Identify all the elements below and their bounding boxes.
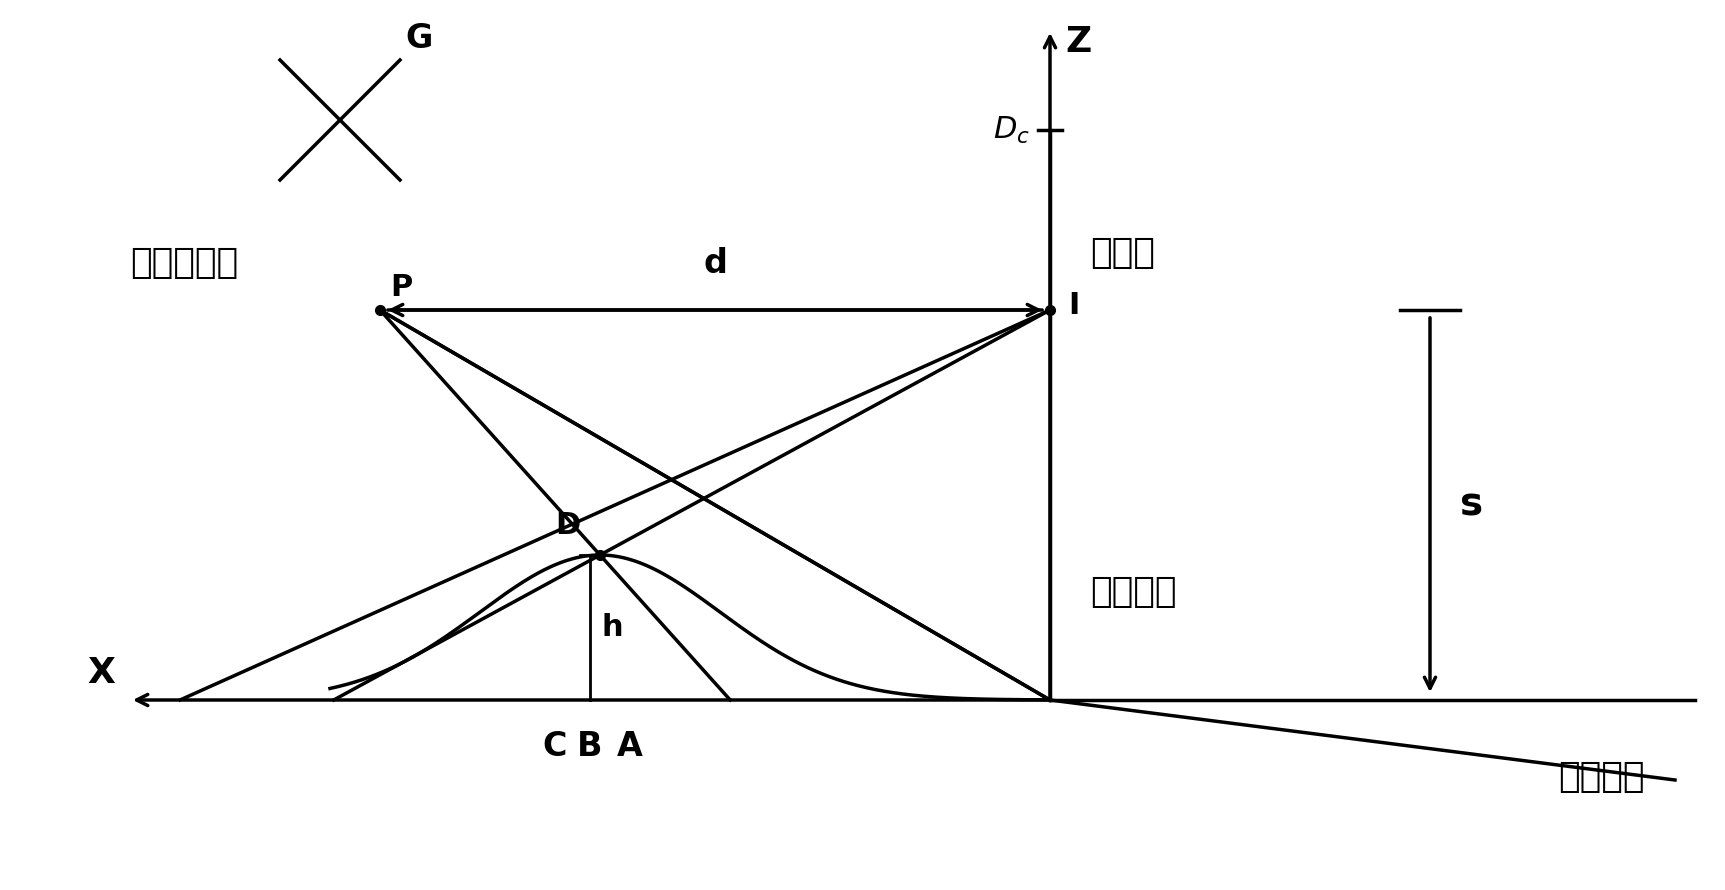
Text: 参考平面: 参考平面 [1558, 760, 1646, 794]
Text: D: D [555, 511, 580, 540]
Text: I: I [1068, 290, 1080, 320]
Text: h: h [602, 613, 624, 642]
Text: G: G [405, 22, 433, 55]
Text: 条纹投影器: 条纹投影器 [129, 246, 238, 280]
Text: d: d [704, 247, 726, 280]
Text: P: P [390, 273, 412, 302]
Text: B: B [578, 730, 602, 763]
Text: 摄像机: 摄像机 [1090, 236, 1154, 270]
Text: 被测物体: 被测物体 [1090, 575, 1176, 609]
Text: $D_c$: $D_c$ [994, 115, 1030, 146]
Text: Z: Z [1064, 25, 1092, 59]
Text: C: C [543, 730, 568, 763]
Text: X: X [88, 656, 116, 690]
Text: A: A [618, 730, 643, 763]
Text: s: s [1459, 486, 1484, 524]
